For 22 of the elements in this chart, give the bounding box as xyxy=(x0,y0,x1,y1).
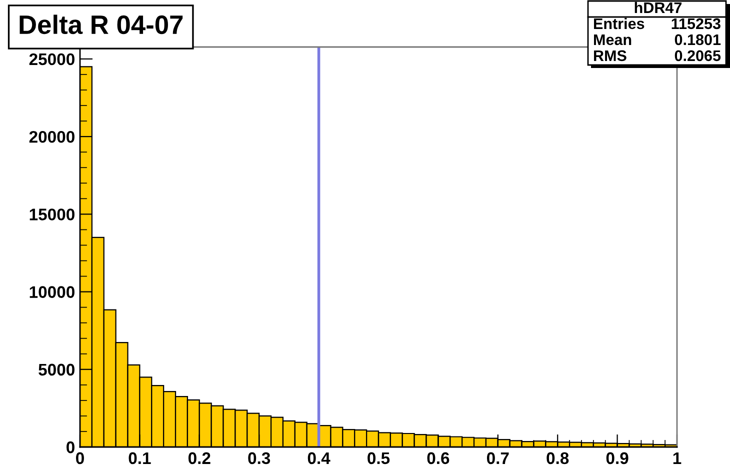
text: hDR47 xyxy=(634,2,682,13)
x-tick-label: 0.9 xyxy=(606,452,628,464)
x-tick-label: 0.3 xyxy=(248,452,270,464)
y-tick-label: 5000 xyxy=(38,364,74,376)
y-tick-label: 10000 xyxy=(30,286,74,298)
x-tick-label: 0.2 xyxy=(188,452,210,464)
x-tick-label: 0 xyxy=(76,452,84,464)
y-tick-label: 25000 xyxy=(29,53,74,66)
y-tick-label: 0 xyxy=(66,441,74,454)
text: RMS 0.2065 xyxy=(594,50,721,62)
y-tick-label: 20000 xyxy=(29,130,74,143)
x-tick-label: 0.7 xyxy=(486,452,509,464)
text: Mean 0.1801 xyxy=(594,34,721,46)
y-tick-label: 15000 xyxy=(30,208,74,220)
x-tick-label: 0.8 xyxy=(546,452,569,464)
x-tick-label: 1 xyxy=(673,452,682,464)
x-tick-label: 0.1 xyxy=(128,452,151,464)
chart-title: Delta R 04-07 xyxy=(20,14,183,34)
x-tick-label: 0.6 xyxy=(427,452,450,464)
x-tick-label: 0.4 xyxy=(308,452,330,464)
x-tick-label: 0.5 xyxy=(368,452,390,464)
text: Entries 115253 xyxy=(594,18,720,30)
